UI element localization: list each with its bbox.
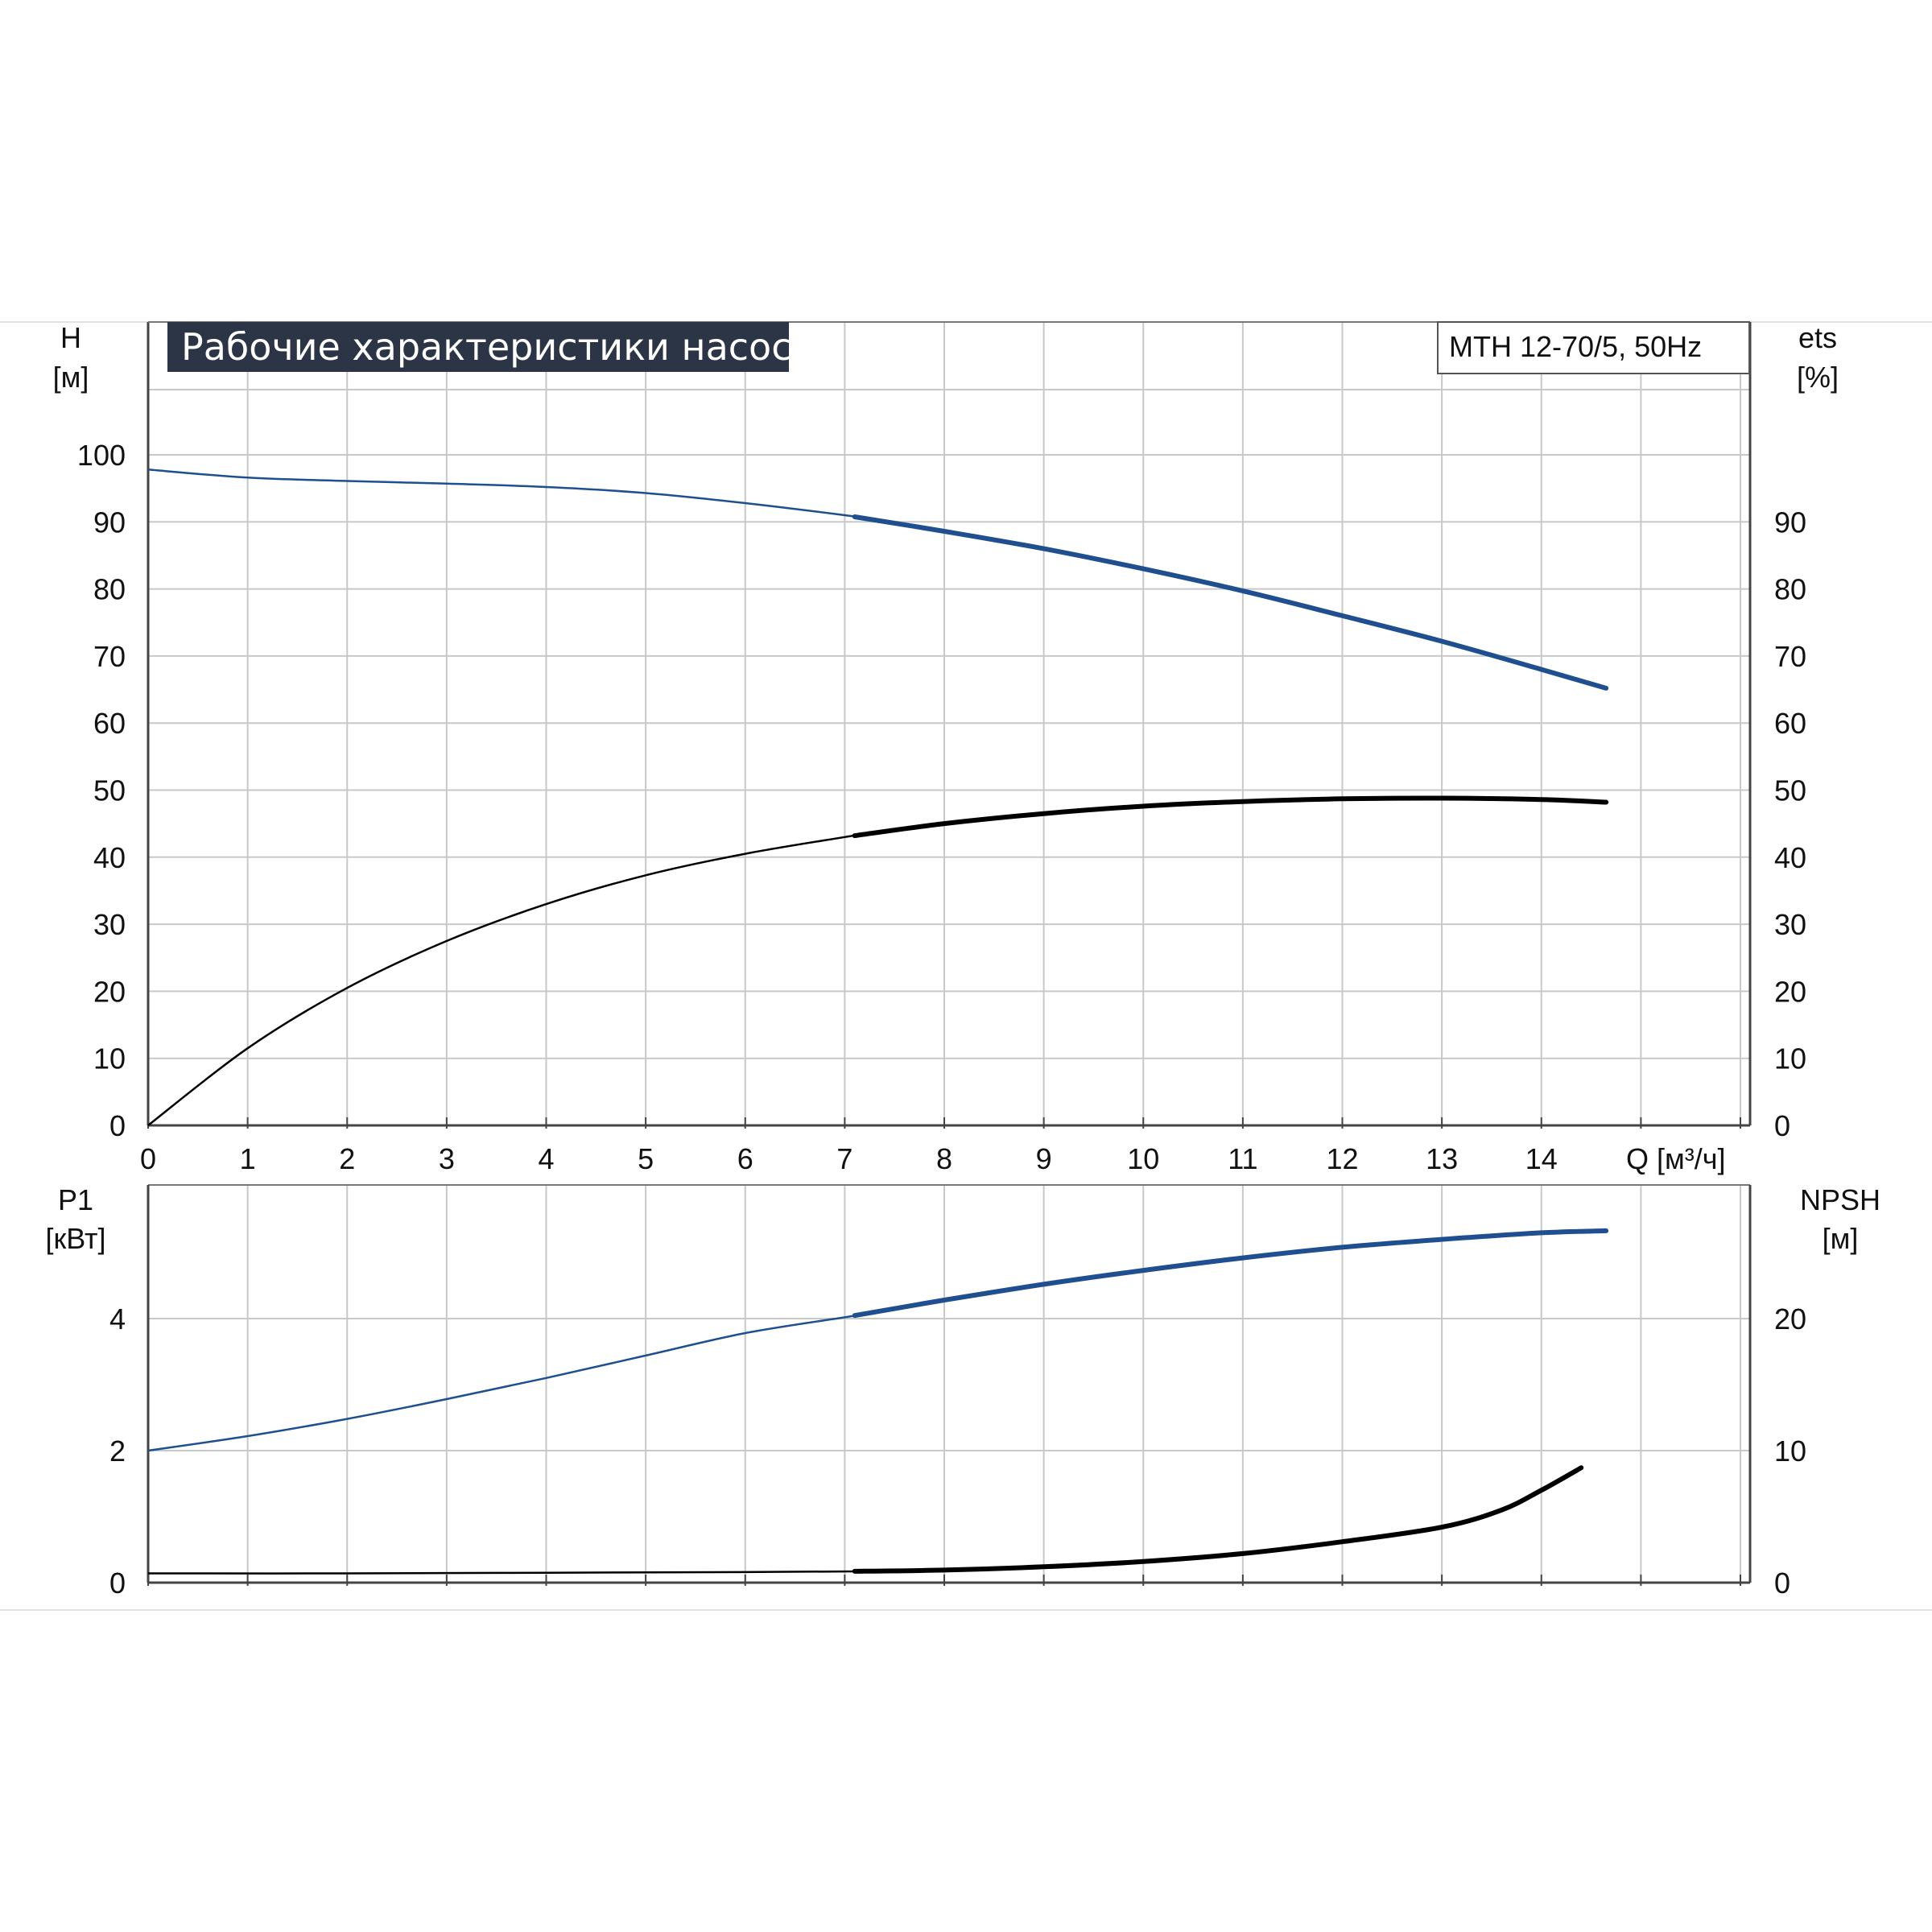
top-panel-grid bbox=[147, 321, 1752, 1129]
top-left-tick-label: 50 bbox=[93, 774, 126, 807]
top-left-tick-label: 90 bbox=[93, 506, 126, 539]
top-right-tick-label: 30 bbox=[1774, 908, 1806, 941]
top-left-tick-label: 10 bbox=[93, 1042, 126, 1075]
efficiency-curve-thin bbox=[147, 834, 857, 1126]
bottom-left-tick-label: 2 bbox=[109, 1435, 126, 1468]
bottom-left-axis-unit: [кВт] bbox=[45, 1222, 105, 1255]
bottom-right-axis-label: NPSH bbox=[1800, 1183, 1880, 1216]
top-right-tick-label: 70 bbox=[1774, 640, 1806, 673]
x-tick-label: 14 bbox=[1525, 1142, 1558, 1175]
top-left-tick-label: 40 bbox=[93, 841, 126, 874]
x-tick-label: 9 bbox=[1036, 1142, 1052, 1175]
head-curve-thin bbox=[147, 469, 857, 518]
bottom-right-tick-label: 20 bbox=[1774, 1302, 1806, 1335]
top-right-tick-label: 40 bbox=[1774, 841, 1806, 874]
bottom-right-tick-label: 0 bbox=[1774, 1567, 1790, 1600]
top-right-tick-label: 0 bbox=[1774, 1109, 1790, 1142]
top-left-tick-label: 100 bbox=[77, 439, 126, 472]
top-left-tick-label: 70 bbox=[93, 640, 126, 673]
model-label: MTH 12-70/5, 50Hz bbox=[1449, 330, 1702, 363]
x-tick-label: 5 bbox=[638, 1142, 654, 1175]
top-right-axis-unit: [%] bbox=[1797, 361, 1839, 394]
npsh-curve-thin bbox=[147, 1570, 857, 1575]
x-tick-label: 4 bbox=[538, 1142, 554, 1175]
top-left-tick-label: 60 bbox=[93, 707, 126, 740]
x-tick-label: 7 bbox=[836, 1142, 852, 1175]
x-tick-label: 6 bbox=[737, 1142, 753, 1175]
top-left-tick-label: 0 bbox=[109, 1109, 126, 1142]
top-left-tick-label: 80 bbox=[93, 573, 126, 606]
x-tick-label: 12 bbox=[1326, 1142, 1358, 1175]
top-right-tick-label: 50 bbox=[1774, 774, 1806, 807]
x-tick-label: 2 bbox=[339, 1142, 355, 1175]
x-axis-label: Q [м³/ч] bbox=[1626, 1142, 1726, 1175]
power-curve-thick bbox=[852, 1228, 1609, 1319]
model-box bbox=[1437, 321, 1750, 374]
head-curve-thick bbox=[852, 514, 1609, 691]
top-left-tick-label: 30 bbox=[93, 908, 126, 941]
top-right-tick-label: 80 bbox=[1774, 573, 1806, 606]
tick-labels-layer: 0 1 2 3 4 5 6 7 8 9 10 11 12 13 1401020304050607080901… bbox=[77, 439, 1806, 1600]
top-right-tick-label: 60 bbox=[1774, 707, 1806, 740]
top-right-tick-label: 20 bbox=[1774, 975, 1806, 1008]
title-banner bbox=[167, 322, 789, 372]
curves-layer bbox=[147, 469, 1609, 1575]
x-tick-label: 8 bbox=[936, 1142, 952, 1175]
chart-title: Рабочие характеристики насоса bbox=[181, 325, 815, 369]
npsh-curve-thick bbox=[852, 1465, 1584, 1574]
x-tick-label: 3 bbox=[439, 1142, 455, 1175]
top-right-tick-label: 90 bbox=[1774, 506, 1806, 539]
top-left-axis-label: H bbox=[60, 321, 81, 354]
bottom-right-tick-label: 10 bbox=[1774, 1435, 1806, 1468]
top-right-tick-label: 10 bbox=[1774, 1042, 1806, 1075]
top-left-tick-label: 20 bbox=[93, 975, 126, 1008]
x-tick-label: 1 bbox=[240, 1142, 256, 1175]
efficiency-curve-thick bbox=[852, 795, 1609, 839]
x-tick-label: 10 bbox=[1127, 1142, 1159, 1175]
x-tick-label: 0 bbox=[140, 1142, 156, 1175]
x-tick-label: 13 bbox=[1426, 1142, 1458, 1175]
bottom-panel-grid bbox=[147, 1184, 1752, 1586]
bottom-right-axis-unit: [м] bbox=[1823, 1222, 1859, 1255]
bottom-left-tick-label: 4 bbox=[109, 1302, 126, 1335]
top-left-axis-unit: [м] bbox=[53, 361, 89, 394]
x-tick-label: 11 bbox=[1228, 1142, 1257, 1175]
top-right-axis-label: ets bbox=[1798, 321, 1837, 354]
bottom-left-axis-label: P1 bbox=[58, 1183, 93, 1216]
bottom-left-tick-label: 0 bbox=[109, 1567, 126, 1600]
power-curve-thin bbox=[147, 1314, 857, 1452]
